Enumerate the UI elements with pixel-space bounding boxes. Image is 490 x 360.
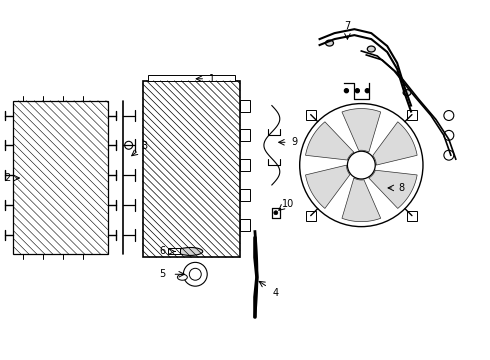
Bar [407, 211, 417, 221]
Circle shape [355, 89, 359, 93]
Bar [240, 219, 250, 231]
Text: 7: 7 [344, 21, 350, 31]
Text: 8: 8 [398, 183, 404, 193]
Bar [240, 100, 250, 112]
Polygon shape [342, 109, 381, 152]
Bar [169, 248, 180, 255]
Text: 5: 5 [159, 269, 166, 279]
Bar [240, 129, 250, 141]
Bar [306, 110, 316, 120]
Bar [240, 189, 250, 201]
Polygon shape [306, 122, 354, 160]
Circle shape [344, 89, 348, 93]
Text: 10: 10 [282, 199, 294, 209]
Bar [306, 211, 316, 221]
Bar [240, 159, 250, 171]
Text: 6: 6 [159, 247, 166, 256]
Ellipse shape [368, 46, 375, 52]
Circle shape [274, 211, 278, 215]
Bar [13, 100, 108, 255]
Ellipse shape [403, 90, 411, 96]
Text: 1: 1 [209, 74, 215, 84]
Circle shape [366, 89, 369, 93]
Text: 3: 3 [142, 141, 147, 151]
Bar [143, 81, 240, 257]
Text: 4: 4 [273, 288, 279, 298]
Ellipse shape [325, 40, 334, 46]
Polygon shape [342, 178, 381, 222]
Text: 2: 2 [4, 173, 10, 183]
Polygon shape [369, 170, 417, 208]
Polygon shape [373, 122, 417, 165]
Ellipse shape [177, 274, 187, 280]
Polygon shape [306, 165, 350, 208]
Bar [407, 110, 417, 120]
Text: 9: 9 [292, 137, 298, 147]
Bar [147, 75, 235, 81]
Ellipse shape [178, 247, 203, 255]
